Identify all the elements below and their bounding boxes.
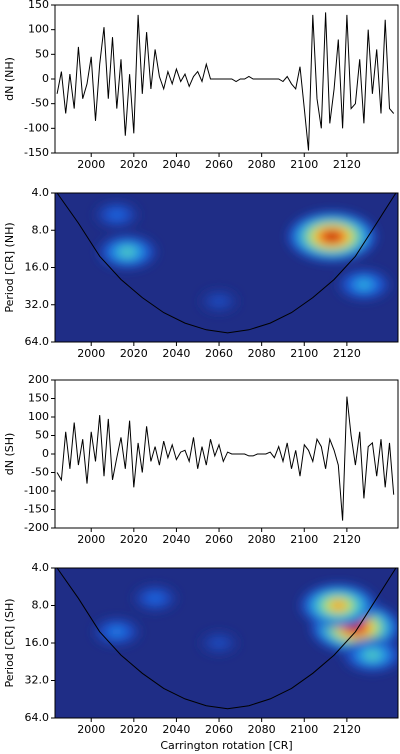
y-tick-label: -150 [24,146,49,159]
cone-of-influence [56,193,397,334]
x-tick-label: 2060 [205,158,233,171]
power-field [95,201,390,313]
x-tick-label: 2100 [290,158,318,171]
x-tick-label: 2000 [77,158,105,171]
x-tick-label: 2060 [205,347,233,360]
y-tick-label: 100 [28,410,49,423]
y-axis-label: dN (NH) [3,57,16,101]
x-tick-label: 2120 [333,723,361,736]
x-tick-label: 2040 [162,158,190,171]
cone-of-influence [56,568,397,710]
y-tick-label: 0 [42,447,49,460]
x-tick-label: 2100 [290,347,318,360]
power-contour [151,596,159,601]
y-tick-label: 16.0 [25,636,50,649]
x-axis-label: Carrington rotation [CR] [160,739,292,752]
x-tick-label: 2020 [120,347,148,360]
data-line [56,396,395,521]
y-tick-label: 200 [28,373,49,386]
power-contour [359,282,369,288]
y-tick-label: 16.0 [25,261,50,274]
y-tick-label: 0 [42,72,49,85]
power-contour [113,212,121,217]
x-tick-label: 2080 [248,347,276,360]
y-axis-label: Period [CR] (SH) [3,598,16,687]
y-tick-label: 32.0 [25,298,50,311]
y-tick-label: 32.0 [25,674,50,687]
y-tick-label: -50 [31,466,49,479]
y-axis-label: Period [CR] (NH) [3,222,16,312]
x-tick-label: 2060 [205,723,233,736]
y-tick-label: 150 [28,392,49,405]
y-tick-label: 150 [28,0,49,11]
power-contour [332,601,345,610]
x-tick-label: 2040 [162,723,190,736]
spectrum [55,193,398,342]
x-tick-label: 2020 [120,723,148,736]
panel: 2000 2020 2040 2060 2080 2100 2120 -150 -100 -50 0… [3,0,399,171]
x-tick-label: 2120 [333,533,361,546]
x-tick-label: 2120 [333,347,361,360]
y-tick-label: -150 [24,503,49,516]
y-tick-label: -100 [24,484,49,497]
power-contour [122,249,133,255]
power-contour [367,652,378,658]
panel: 2000 2020 2040 2060 2080 2100 2120 4.0 8.0 16.0 32… [3,561,399,752]
power-contour [215,641,223,645]
y-tick-label: 64.0 [25,711,50,724]
y-tick-label: 50 [35,429,49,442]
x-tick-label: 2040 [162,347,190,360]
power-field [93,583,398,673]
panel: 2000 2020 2040 2060 2080 2100 2120 4.0 8.0 16.0 32… [3,186,399,360]
x-tick-label: 2080 [248,533,276,546]
x-tick-label: 2060 [205,533,233,546]
y-tick-label: 8.0 [32,599,50,612]
x-tick-label: 2100 [290,723,318,736]
x-tick-label: 2040 [162,533,190,546]
x-tick-label: 2000 [77,533,105,546]
x-tick-label: 2000 [77,347,105,360]
panel: 2000 2020 2040 2060 2080 2100 2120-200-150-100… [3,373,399,546]
y-tick-label: 8.0 [32,223,50,236]
y-tick-label: 50 [35,47,49,60]
x-tick-label: 2120 [333,158,361,171]
x-tick-label: 2020 [120,533,148,546]
y-tick-label: 4.0 [32,561,50,574]
y-tick-label: -100 [24,121,49,134]
power-contour [215,299,223,304]
power-contour [112,629,121,635]
power-contour [324,232,340,241]
y-axis-label: dN (SH) [3,433,16,476]
x-tick-label: 2080 [248,158,276,171]
y-tick-label: -200 [24,521,49,534]
y-tick-label: 64.0 [25,335,50,348]
x-tick-label: 2020 [120,158,148,171]
x-tick-label: 2100 [290,533,318,546]
y-tick-label: -50 [31,97,49,110]
x-tick-label: 2000 [77,723,105,736]
spectrum [55,568,398,718]
y-tick-label: 4.0 [32,186,50,199]
y-tick-label: 100 [28,23,49,36]
data-line [56,12,395,151]
x-tick-label: 2080 [248,723,276,736]
